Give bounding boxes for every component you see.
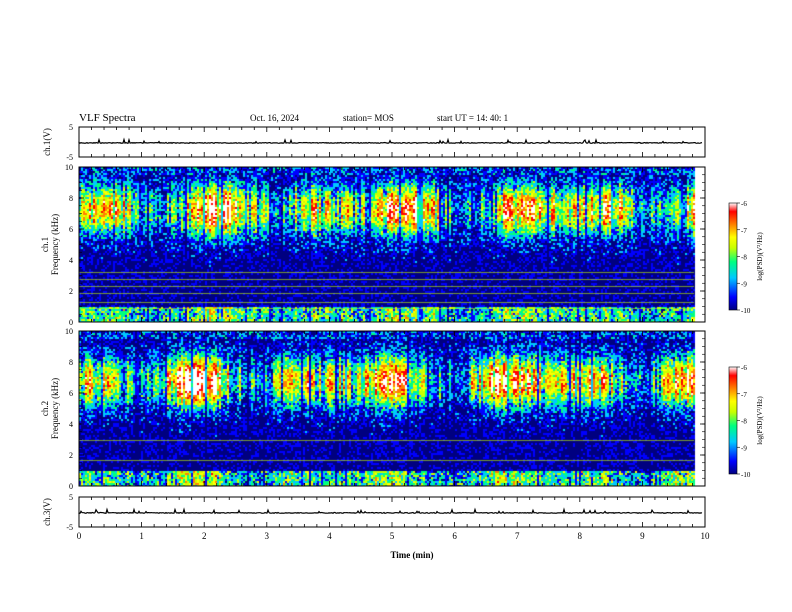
ch1-voltage-ytick-label: 5 <box>69 123 73 132</box>
ch2-spectrogram-ytick-label: 0 <box>69 482 73 491</box>
x-tick-label: 3 <box>265 531 270 541</box>
ch2-spectrogram-image <box>79 331 705 486</box>
ch2-spectrogram-ylabel: ch.2 <box>40 401 50 416</box>
ch1-spectrogram-colorbar-tick-label: -9 <box>741 280 747 288</box>
ch2-spectrogram-ytick-label: 2 <box>69 451 73 460</box>
ch1-voltage-trace <box>78 137 703 145</box>
x-tick-label: 9 <box>640 531 645 541</box>
x-tick-label: 7 <box>515 531 520 541</box>
ch1-spectrogram-ytick-label: 10 <box>65 163 73 172</box>
x-tick-label: 1 <box>139 531 144 541</box>
ch3-voltage-ytick-label: -5 <box>66 523 73 532</box>
ch2-spectrogram-colorbar-tick-label: -7 <box>741 391 747 399</box>
station-label: station= MOS <box>343 113 394 123</box>
ch1-spectrogram-ytick-label: 4 <box>69 256 73 265</box>
ch1-voltage-ylabel: ch.1(V) <box>42 128 52 156</box>
ch1-spectrogram-ytick-label: 0 <box>69 318 73 327</box>
x-tick-label: 5 <box>390 531 395 541</box>
ch1-spectrogram-colorbar-tick-label: -8 <box>741 254 747 262</box>
ch2-spectrogram-colorbar-tick-label: -9 <box>741 444 747 452</box>
ch1-spectrogram-ylabel2: Frequency (kHz) <box>50 214 60 275</box>
ch2-spectrogram-colorbar <box>728 366 738 475</box>
ch3-voltage-trace <box>78 507 703 515</box>
x-tick-label: 10 <box>701 531 711 541</box>
ch2-spectrogram-colorbar-tick-label: -6 <box>741 364 747 372</box>
x-tick-label: 4 <box>327 531 332 541</box>
x-tick-label: 6 <box>452 531 457 541</box>
ch2-spectrogram-ytick-label: 8 <box>69 358 73 367</box>
ch2-spectrogram-colorbar-tick-label: -10 <box>741 471 751 479</box>
ch1-spectrogram-ytick-label: 8 <box>69 194 73 203</box>
ch2-spectrogram-colorbar-tick-label: -8 <box>741 418 747 426</box>
start-ut-label: start UT = 14: 40: 1 <box>437 113 509 123</box>
x-tick-label: 8 <box>578 531 583 541</box>
x-tick-label: 2 <box>202 531 207 541</box>
ch3-voltage-ytick-label: 5 <box>69 493 73 502</box>
x-tick-label: 0 <box>77 531 82 541</box>
ch1-voltage-ytick-label: -5 <box>66 153 73 162</box>
ch2-spectrogram-ytick-label: 6 <box>69 389 73 398</box>
ch2-spectrogram-colorbar-label: log(PSD)(V²/Hz) <box>756 396 764 445</box>
ch1-spectrogram-colorbar-label: log(PSD)(V²/Hz) <box>756 232 764 281</box>
ch1-spectrogram-ytick-label: 2 <box>69 287 73 296</box>
ch1-spectrogram-ytick-label: 6 <box>69 225 73 234</box>
ch3-voltage-ylabel: ch.3(V) <box>42 498 52 526</box>
ch1-spectrogram-colorbar <box>728 202 738 311</box>
ch1-spectrogram-colorbar-tick-label: -7 <box>741 227 747 235</box>
date-label: Oct. 16, 2024 <box>250 113 299 123</box>
ch1-spectrogram-ylabel: ch.1 <box>40 237 50 252</box>
ch1-spectrogram-image <box>79 167 705 322</box>
ch1-spectrogram-colorbar-tick-label: -6 <box>741 200 747 208</box>
ch2-spectrogram-ytick-label: 4 <box>69 420 73 429</box>
ch2-spectrogram-ylabel2: Frequency (kHz) <box>50 378 60 439</box>
figure-title: VLF Spectra <box>79 112 136 124</box>
x-axis-label: Time (min) <box>390 550 433 560</box>
ch1-spectrogram-colorbar-tick-label: -10 <box>741 307 751 315</box>
ch2-spectrogram-ytick-label: 10 <box>65 327 73 336</box>
